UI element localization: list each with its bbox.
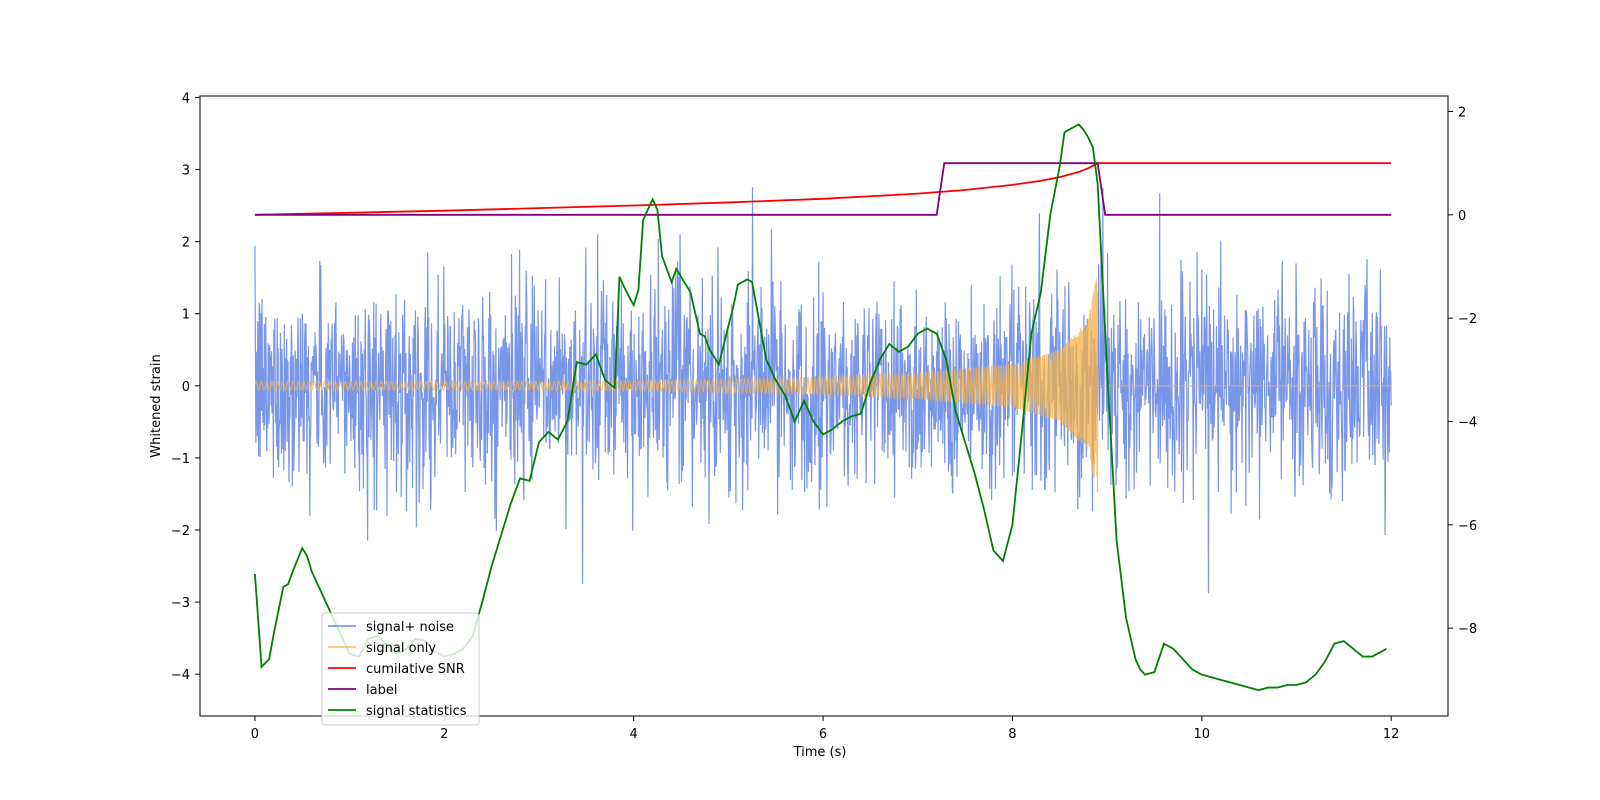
legend-label: signal+ noise	[366, 620, 454, 635]
series-cumilative-snr	[254, 162, 1392, 216]
series-signal-only	[254, 278, 1392, 493]
y-left-tick-label: 1	[182, 308, 190, 323]
y-left-tick-label: 3	[182, 164, 190, 179]
legend-label: cumilative SNR	[366, 662, 465, 677]
x-tick-label: 8	[1008, 727, 1016, 742]
x-tick-label: 0	[251, 727, 259, 742]
x-tick-label: 10	[1194, 727, 1211, 742]
legend-label: signal statistics	[366, 704, 467, 719]
y-right-tick-label: −2	[1458, 312, 1477, 327]
y-left-tick-label: −2	[171, 524, 190, 539]
y-left-tick-label: 2	[182, 236, 190, 251]
y-right-tick-label: −6	[1458, 519, 1477, 534]
legend-label: label	[366, 683, 397, 698]
legend-box	[321, 612, 480, 726]
y-left-tick-label: 4	[182, 91, 190, 106]
y-right-tick-label: 0	[1458, 209, 1466, 224]
series-signal-noise	[254, 187, 1392, 594]
x-axis-title: Time (s)	[793, 745, 847, 760]
legend: signal+ noise signal only cumilative SNR la…	[321, 612, 480, 726]
y-axis-title: Whitened strain	[149, 354, 164, 457]
x-tick-label: 2	[440, 727, 448, 742]
y-right-tick-label: 2	[1458, 106, 1466, 121]
y-right-tick-label: −8	[1458, 622, 1477, 637]
x-tick-label: 12	[1383, 727, 1400, 742]
legend-label: signal only	[366, 641, 436, 656]
plot-frame	[199, 95, 1449, 717]
y-left-tick-label: −1	[171, 452, 190, 467]
y-right-tick-label: −4	[1458, 416, 1477, 431]
series-layer	[254, 123, 1392, 692]
series-label	[254, 162, 1392, 216]
y-left-tick-label: −3	[171, 596, 190, 611]
x-tick-label: 6	[819, 727, 827, 742]
x-tick-label: 4	[630, 727, 638, 742]
y-left-tick-label: −4	[171, 668, 190, 683]
y-left-tick-label: 0	[182, 380, 190, 395]
